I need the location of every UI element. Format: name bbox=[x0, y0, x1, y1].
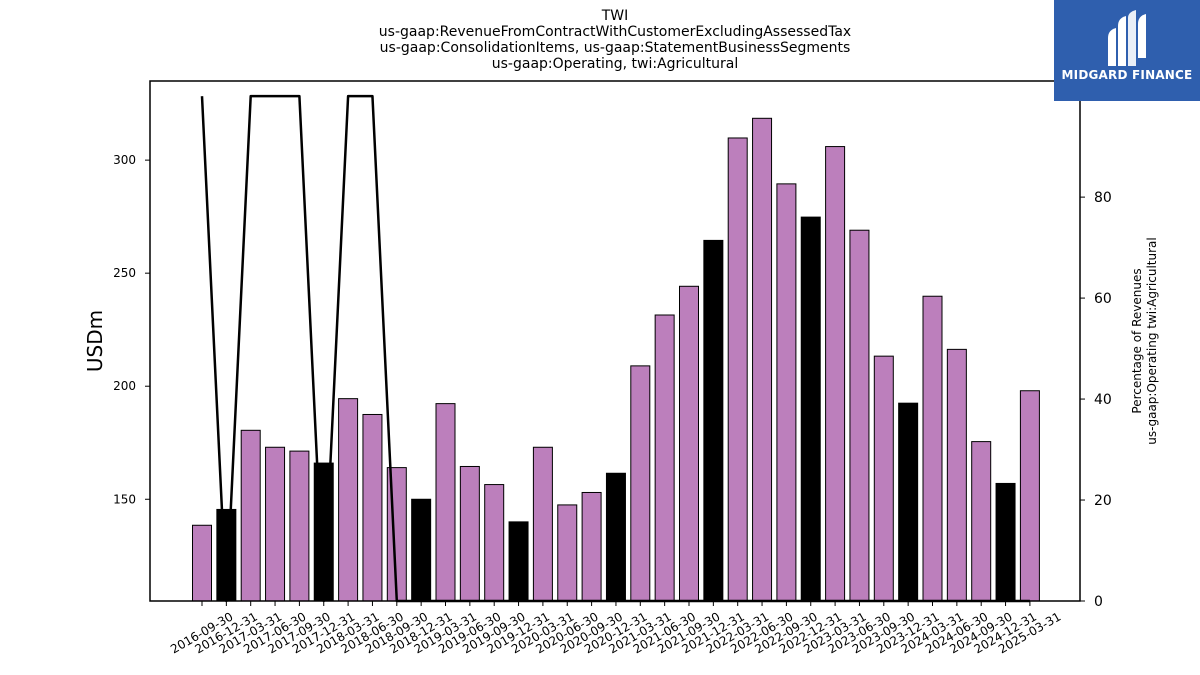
right-axis-ticks: 020406080100 bbox=[1080, 89, 1121, 610]
bar bbox=[849, 229, 870, 602]
bar bbox=[289, 450, 310, 602]
y2-tick-label: 20 bbox=[1094, 493, 1112, 509]
bar bbox=[873, 355, 894, 602]
y-tick-label: 300 bbox=[113, 153, 136, 167]
bar bbox=[459, 465, 480, 602]
bar bbox=[825, 146, 846, 602]
y-axis-label: USDm bbox=[83, 310, 107, 372]
bar bbox=[946, 348, 967, 602]
axes bbox=[149, 80, 1081, 602]
title-line: us-gaap:Operating, twi:Agricultural bbox=[492, 56, 738, 72]
bar bbox=[557, 504, 578, 602]
title-line: TWI bbox=[601, 8, 629, 24]
x-axis-ticks: 2016-09-302016-12-312017-03-312017-06-30… bbox=[168, 601, 1063, 656]
plot-frame bbox=[149, 80, 1081, 602]
chart-title: TWIus-gaap:RevenueFromContractWithCustom… bbox=[379, 8, 851, 72]
bar bbox=[995, 482, 1016, 602]
right-axis-label: Percentage of Revenues us-gaap:Operating … bbox=[1130, 237, 1159, 444]
y2-tick-label: 0 bbox=[1094, 594, 1103, 610]
bar bbox=[435, 403, 456, 602]
y-tick-label: 150 bbox=[113, 492, 136, 506]
midgard-logo-icon bbox=[1108, 10, 1146, 66]
bar bbox=[265, 446, 286, 602]
bar bbox=[411, 498, 432, 602]
bar bbox=[776, 183, 797, 602]
bar bbox=[532, 446, 553, 602]
y2-tick-label: 40 bbox=[1094, 392, 1112, 408]
bar bbox=[922, 295, 943, 602]
bar bbox=[679, 285, 699, 602]
bar bbox=[800, 216, 821, 602]
logo-text: MIDGARD FINANCE bbox=[1061, 68, 1193, 82]
y2-tick-label: 60 bbox=[1094, 291, 1112, 307]
bar bbox=[752, 117, 773, 602]
bar bbox=[1019, 390, 1040, 602]
y2-label-line: Percentage of Revenues bbox=[1130, 268, 1144, 413]
y-tick-label: 200 bbox=[113, 379, 136, 393]
title-line: us-gaap:ConsolidationItems, us-gaap:Stat… bbox=[380, 40, 851, 56]
bar bbox=[338, 398, 359, 602]
y2-tick-label: 80 bbox=[1094, 190, 1112, 206]
bar bbox=[630, 365, 651, 602]
bar bbox=[605, 472, 626, 602]
bar bbox=[971, 441, 992, 602]
bar bbox=[703, 239, 724, 602]
bar bbox=[484, 484, 505, 602]
bar bbox=[727, 137, 748, 602]
title-line: us-gaap:RevenueFromContractWithCustomerE… bbox=[379, 24, 851, 40]
y2-label-line: us-gaap:Operating twi:Agricultural bbox=[1145, 237, 1159, 444]
bar bbox=[362, 413, 383, 602]
y-tick-label: 250 bbox=[113, 266, 136, 280]
logo: MIDGARD FINANCE bbox=[1054, 0, 1200, 101]
bar bbox=[581, 491, 602, 602]
bar bbox=[898, 402, 919, 602]
bar bbox=[508, 521, 529, 602]
bar bbox=[240, 429, 261, 602]
bar bbox=[654, 314, 675, 602]
bar bbox=[192, 524, 212, 602]
left-axis-ticks: 150 200 250 300 bbox=[113, 153, 150, 506]
